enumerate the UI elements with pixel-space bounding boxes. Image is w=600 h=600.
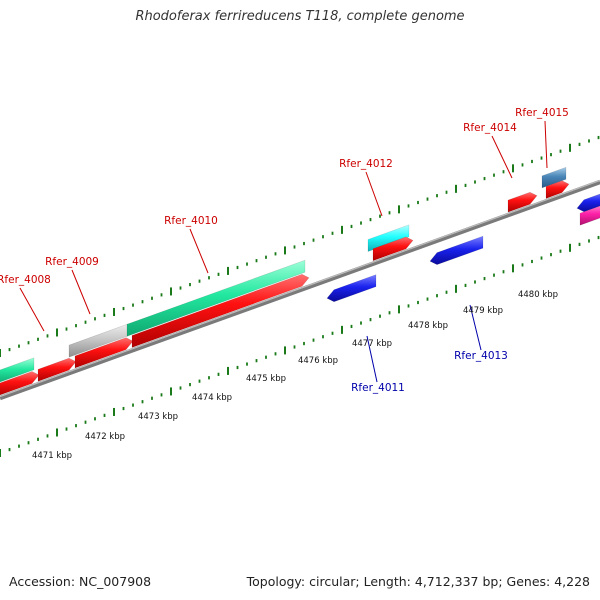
gene-label: Rfer_4011: [351, 382, 405, 394]
cds-block-forward: [126, 259, 306, 337]
scale-label: 4480 kbp: [518, 290, 558, 300]
gene-label-leader: [365, 171, 383, 217]
gene-label: Rfer_4008: [0, 274, 51, 286]
genome-backbone: [0, 179, 600, 401]
cds-block-forward: [541, 166, 567, 189]
gene-label-leader: [366, 335, 378, 383]
accession-text: Accession: NC_007908: [9, 574, 152, 589]
scale-label: 4474 kbp: [192, 393, 232, 403]
gene-label: Rfer_4012: [339, 158, 393, 170]
scale-label: 4472 kbp: [85, 432, 125, 442]
gene-label-leader: [544, 120, 548, 169]
gene-arrow-forward: [74, 337, 134, 369]
gene-arrow-forward: [0, 371, 40, 396]
cds-block-forward: [367, 224, 410, 252]
tick-marks: [0, 135, 600, 457]
gene-label: Rfer_4014: [463, 122, 517, 134]
scale-label: 4478 kbp: [408, 321, 448, 331]
gene-label-leader: [71, 269, 91, 315]
scale-label: 4476 kbp: [298, 356, 338, 366]
gene-label-leader: [19, 287, 45, 332]
cds-block-reverse: [579, 205, 600, 226]
cds-block-forward: [0, 357, 35, 383]
backbone-line: [0, 179, 600, 401]
gene-label-leader: [189, 228, 209, 274]
gene-label-leader: [469, 304, 482, 351]
genome-stats-text: Topology: circular; Length: 4,712,337 bp…: [246, 574, 590, 589]
cds-block-forward: [68, 323, 129, 358]
scale-label: 4479 kbp: [463, 306, 503, 316]
gene-label: Rfer_4009: [45, 256, 99, 268]
gene-arrow-forward: [372, 236, 414, 262]
gene-label-leader: [491, 135, 513, 179]
scale-label: 4477 kbp: [352, 339, 392, 349]
backbone-highlight: [0, 179, 600, 398]
gene-label: Rfer_4010: [164, 215, 218, 227]
gene-features: [0, 166, 600, 396]
gene-arrow-forward: [507, 191, 538, 213]
gene-arrow-reverse: [429, 235, 484, 266]
gene-arrow-forward: [131, 273, 310, 348]
gene-label: Rfer_4013: [454, 350, 508, 362]
scale-label: 4471 kbp: [32, 451, 72, 461]
gene-arrow-forward: [37, 357, 77, 382]
gene-labels: Rfer_4008 Rfer_4009 Rfer_4010 Rfer_4012 Rfer…: [0, 107, 569, 394]
gene-arrow-reverse: [326, 274, 377, 303]
gene-label: Rfer_4015: [515, 107, 569, 119]
scale-label: 4473 kbp: [138, 412, 178, 422]
gene-arrow-forward: [545, 180, 570, 199]
scale-labels: 4471 kbp 4472 kbp 4473 kbp 4474 kbp 4475 kbp…: [32, 290, 558, 461]
scale-label: 4475 kbp: [246, 374, 286, 384]
gene-arrow-reverse: [576, 193, 600, 213]
page-title: Rhodoferax ferrireducens T118, complete …: [135, 9, 465, 24]
